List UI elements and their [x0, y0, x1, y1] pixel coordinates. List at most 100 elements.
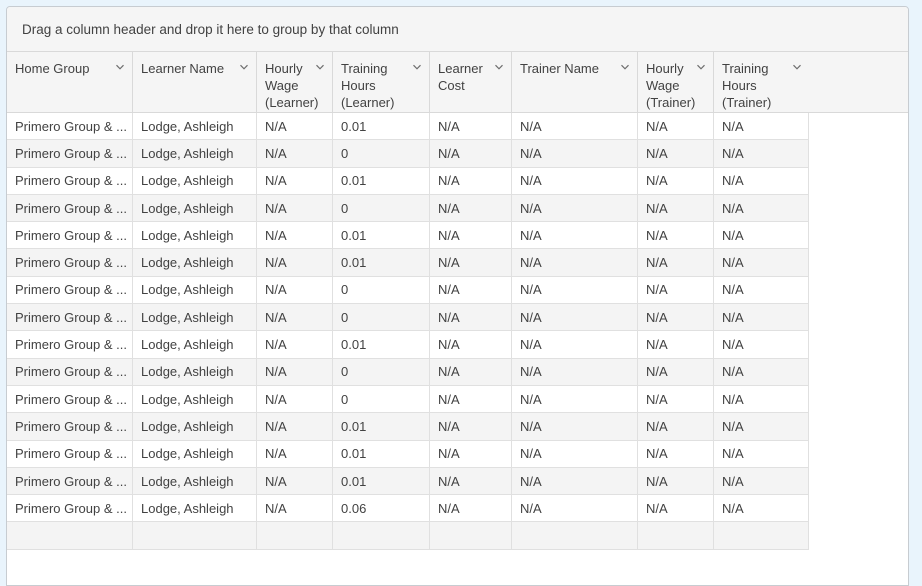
- column-header-hourly-wage-learner[interactable]: Hourly Wage (Learner): [257, 52, 333, 112]
- column-header-learner-cost[interactable]: Learner Cost: [430, 52, 512, 112]
- cell-training-hours-trainer: N/A: [714, 413, 809, 441]
- cell-training-hours-trainer: N/A: [714, 467, 809, 496]
- chevron-down-icon[interactable]: [619, 61, 631, 73]
- column-header-label: Learner Cost: [438, 61, 483, 93]
- table-row[interactable]: Primero Group & ... Lodge, Ashleigh N/A 0 N/…: [7, 194, 908, 223]
- cell-learner-name: Lodge, Ashleigh: [133, 249, 257, 277]
- column-header-training-hours-learner[interactable]: Training Hours (Learner): [333, 52, 430, 112]
- cell-hourly-wage-trainer: [638, 522, 714, 550]
- cell-learner-cost: N/A: [430, 385, 512, 414]
- cell-training-hours-learner: 0.01: [333, 413, 430, 441]
- table-row[interactable]: Primero Group & ... Lodge, Ashleigh N/A 0.0…: [7, 331, 908, 359]
- grid-body: Primero Group & ... Lodge, Ashleigh N/A 0.0…: [7, 113, 908, 550]
- table-row[interactable]: Primero Group & ... Lodge, Ashleigh N/A 0 N/…: [7, 304, 908, 332]
- cell-learner-cost: N/A: [430, 495, 512, 523]
- column-header-trainer-name[interactable]: Trainer Name: [512, 52, 638, 112]
- table-row[interactable]: Primero Group & ... Lodge, Ashleigh N/A 0.0…: [7, 467, 908, 496]
- chevron-down-icon[interactable]: [695, 61, 707, 73]
- row-filler: [809, 140, 908, 168]
- column-header-label: Learner Name: [141, 61, 225, 76]
- column-header-label: Training Hours (Learner): [341, 61, 395, 110]
- cell-home-group: Primero Group & ...: [7, 331, 133, 359]
- cell-trainer-name: N/A: [512, 222, 638, 250]
- cell-learner-cost: N/A: [430, 113, 512, 141]
- cell-training-hours-trainer: N/A: [714, 331, 809, 359]
- cell-hourly-wage-learner: N/A: [257, 167, 333, 195]
- cell-trainer-name: [512, 522, 638, 550]
- cell-hourly-wage-trainer: N/A: [638, 113, 714, 141]
- cell-training-hours-trainer: N/A: [714, 276, 809, 305]
- table-row[interactable]: Primero Group & ... Lodge, Ashleigh N/A 0.0…: [7, 113, 908, 141]
- chevron-down-icon[interactable]: [314, 61, 326, 73]
- cell-trainer-name: N/A: [512, 113, 638, 141]
- cell-hourly-wage-trainer: N/A: [638, 304, 714, 332]
- cell-hourly-wage-trainer: N/A: [638, 140, 714, 168]
- header-filler: [809, 52, 908, 112]
- cell-home-group: [7, 522, 133, 550]
- cell-hourly-wage-trainer: N/A: [638, 222, 714, 250]
- row-filler: [809, 222, 908, 250]
- table-row[interactable]: Primero Group & ... Lodge, Ashleigh N/A 0 N/…: [7, 385, 908, 414]
- table-row[interactable]: Primero Group & ... Lodge, Ashleigh N/A 0.0…: [7, 167, 908, 195]
- cell-learner-name: Lodge, Ashleigh: [133, 413, 257, 441]
- row-filler: [809, 167, 908, 195]
- cell-learner-name: Lodge, Ashleigh: [133, 194, 257, 223]
- table-row[interactable]: Primero Group & ... Lodge, Ashleigh N/A 0.0…: [7, 222, 908, 250]
- column-header-hourly-wage-trainer[interactable]: Hourly Wage (Trainer): [638, 52, 714, 112]
- cell-trainer-name: N/A: [512, 331, 638, 359]
- table-row[interactable]: Primero Group & ... Lodge, Ashleigh N/A 0.0…: [7, 249, 908, 277]
- cell-home-group: Primero Group & ...: [7, 249, 133, 277]
- table-row[interactable]: Primero Group & ... Lodge, Ashleigh N/A 0 N/…: [7, 140, 908, 168]
- cell-hourly-wage-learner: N/A: [257, 113, 333, 141]
- row-filler: [809, 113, 908, 141]
- table-row[interactable]: Primero Group & ... Lodge, Ashleigh N/A 0.0…: [7, 440, 908, 468]
- cell-training-hours-learner: 0.01: [333, 113, 430, 141]
- cell-training-hours-learner: 0.01: [333, 331, 430, 359]
- cell-hourly-wage-trainer: N/A: [638, 331, 714, 359]
- cell-learner-cost: N/A: [430, 222, 512, 250]
- cell-hourly-wage-learner: N/A: [257, 358, 333, 386]
- chevron-down-icon[interactable]: [493, 61, 505, 73]
- cell-learner-name: Lodge, Ashleigh: [133, 276, 257, 305]
- table-row[interactable]: Primero Group & ... Lodge, Ashleigh N/A 0.0…: [7, 495, 908, 523]
- cell-trainer-name: N/A: [512, 276, 638, 305]
- chevron-down-icon[interactable]: [238, 61, 250, 73]
- cell-learner-name: Lodge, Ashleigh: [133, 495, 257, 523]
- cell-hourly-wage-learner: N/A: [257, 194, 333, 223]
- data-grid: Drag a column header and drop it here to…: [6, 6, 909, 586]
- table-row[interactable]: Primero Group & ... Lodge, Ashleigh N/A 0 N/…: [7, 276, 908, 305]
- cell-hourly-wage-trainer: N/A: [638, 413, 714, 441]
- cell-learner-cost: N/A: [430, 140, 512, 168]
- row-filler: [809, 249, 908, 277]
- table-row[interactable]: Primero Group & ... Lodge, Ashleigh N/A 0 N/…: [7, 358, 908, 386]
- cell-trainer-name: N/A: [512, 249, 638, 277]
- column-header-training-hours-trainer[interactable]: Training Hours (Trainer): [714, 52, 809, 112]
- cell-home-group: Primero Group & ...: [7, 358, 133, 386]
- cell-trainer-name: N/A: [512, 358, 638, 386]
- cell-learner-cost: [430, 522, 512, 550]
- cell-trainer-name: N/A: [512, 304, 638, 332]
- cell-trainer-name: N/A: [512, 140, 638, 168]
- cell-hourly-wage-trainer: N/A: [638, 385, 714, 414]
- column-header-home-group[interactable]: Home Group: [7, 52, 133, 112]
- cell-home-group: Primero Group & ...: [7, 222, 133, 250]
- cell-hourly-wage-learner: N/A: [257, 222, 333, 250]
- cell-training-hours-trainer: N/A: [714, 440, 809, 468]
- column-header-learner-name[interactable]: Learner Name: [133, 52, 257, 112]
- cell-home-group: Primero Group & ...: [7, 440, 133, 468]
- cell-hourly-wage-trainer: N/A: [638, 167, 714, 195]
- cell-home-group: Primero Group & ...: [7, 495, 133, 523]
- table-row[interactable]: [7, 522, 908, 550]
- cell-hourly-wage-trainer: N/A: [638, 276, 714, 305]
- chevron-down-icon[interactable]: [791, 61, 803, 73]
- cell-training-hours-learner: 0.01: [333, 222, 430, 250]
- cell-training-hours-learner: 0: [333, 194, 430, 223]
- cell-training-hours-trainer: N/A: [714, 304, 809, 332]
- table-row[interactable]: Primero Group & ... Lodge, Ashleigh N/A 0.0…: [7, 413, 908, 441]
- cell-home-group: Primero Group & ...: [7, 413, 133, 441]
- chevron-down-icon[interactable]: [114, 61, 126, 73]
- chevron-down-icon[interactable]: [411, 61, 423, 73]
- group-by-drop-zone[interactable]: Drag a column header and drop it here to…: [7, 7, 908, 52]
- cell-learner-name: [133, 522, 257, 550]
- row-filler: [809, 304, 908, 332]
